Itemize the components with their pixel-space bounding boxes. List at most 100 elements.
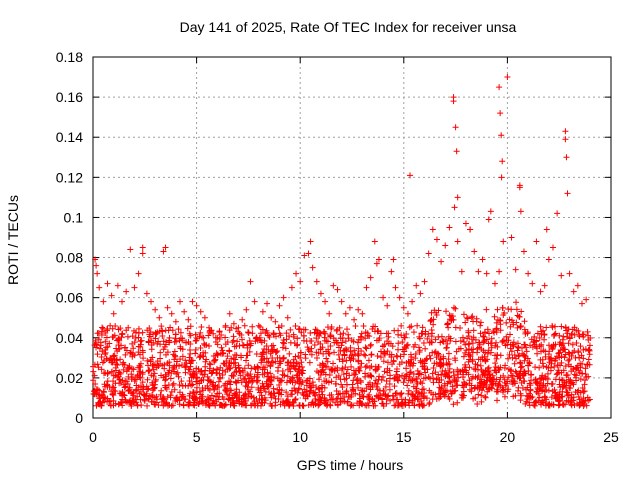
band-point [308,345,315,352]
band-point [176,397,183,404]
band-point [136,374,143,381]
band-point [487,349,494,356]
band-point [261,394,268,401]
band-point [298,359,305,366]
data-point [371,238,378,245]
band-point [569,341,576,348]
band-point [511,380,518,387]
band-point [231,390,238,397]
band-point [556,332,563,339]
band-point [497,374,504,381]
data-point [96,284,103,291]
band-point [499,338,506,345]
band-point [316,376,323,383]
band-point [187,360,194,367]
band-point [259,350,266,357]
band-point [506,351,513,358]
band-point [368,351,375,358]
band-point [222,368,229,375]
band-point [164,349,171,356]
band-point [258,357,265,364]
data-point [554,210,561,217]
band-point [354,339,361,346]
band-point [183,339,190,346]
data-point [259,308,266,315]
band-point [236,389,243,396]
band-point [568,332,575,339]
band-point [503,319,510,326]
band-point [130,327,137,334]
band-point [163,385,170,392]
band-point [566,384,573,391]
band-point [477,362,484,369]
band-point [381,350,388,357]
band-point [422,328,429,335]
band-point [118,342,125,349]
band-point [166,359,173,366]
band-point [212,402,219,409]
band-point [516,313,523,320]
band-point [504,341,511,348]
band-point [343,347,350,354]
band-point [555,402,562,409]
band-point [103,344,110,351]
band-point [513,369,520,376]
band-point [477,376,484,383]
data-point [520,248,527,255]
band-point [438,371,445,378]
band-point [380,390,387,397]
band-point [136,368,143,375]
band-point [95,401,102,408]
band-point [144,376,151,383]
band-point [120,391,127,398]
band-point [269,402,276,409]
data-point [483,270,490,277]
data-point [214,334,221,341]
band-point [393,371,400,378]
band-point [185,401,192,408]
band-point [294,389,301,396]
band-point [244,329,251,336]
data-point [355,306,362,313]
band-point [520,372,527,379]
data-point [529,280,536,287]
band-point [580,346,587,353]
band-point [245,362,252,369]
band-point [520,377,527,384]
band-point [238,354,245,361]
band-point [584,361,591,368]
band-point [152,329,159,336]
band-point [358,387,365,394]
band-point [274,386,281,393]
band-point [127,399,134,406]
band-point [253,395,260,402]
band-point [167,394,174,401]
band-point [444,320,451,327]
band-point [171,386,178,393]
band-point [409,377,416,384]
data-point [162,244,169,251]
band-point [451,377,458,384]
band-point [533,343,540,350]
band-point [332,337,339,344]
band-point [352,323,359,330]
band-point [459,334,466,341]
data-point [496,84,503,91]
band-point [116,390,123,397]
band-point [151,394,158,401]
band-point [486,371,493,378]
band-point [361,351,368,358]
data-point [293,270,300,277]
band-point [467,353,474,360]
data-point [388,268,395,275]
band-point [179,362,186,369]
band-point [207,327,214,334]
band-point [416,333,423,340]
band-point [494,383,501,390]
band-point [95,330,102,337]
x-tick-label: 10 [292,429,308,445]
band-point [207,361,214,368]
band-point [410,329,417,336]
data-point [239,316,246,323]
band-point [459,367,466,374]
